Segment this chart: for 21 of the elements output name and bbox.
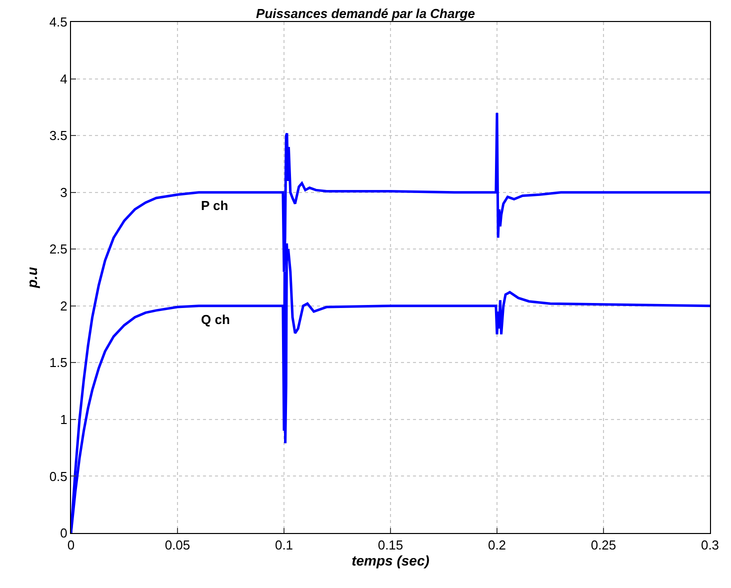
x-axis-title: temps (sec) (352, 552, 430, 569)
x-tick-label: 0.25 (590, 538, 616, 553)
x-tick-label: 0.1 (274, 538, 294, 553)
series-label: P ch (201, 198, 228, 213)
series-label: Q ch (201, 312, 230, 327)
x-tick-label: 0.3 (700, 538, 720, 553)
y-tick-label: 2.5 (49, 242, 68, 257)
y-tick-label: 1 (60, 412, 68, 427)
y-tick-label: 3.5 (49, 128, 68, 144)
chart-title: Puissances demandé par la Charge (256, 6, 475, 21)
x-tick-label: 0.15 (378, 538, 404, 553)
y-tick-label: 3 (60, 184, 68, 200)
y-axis-title: p.u (24, 266, 40, 289)
y-tick-label: 2 (60, 298, 68, 314)
y-tick-label: 1.5 (49, 355, 68, 370)
x-tick-label: 0.05 (164, 538, 190, 553)
y-tick-label: 0.5 (49, 468, 68, 484)
y-tick-label: 4 (60, 71, 68, 86)
y-tick-label: 4.5 (49, 14, 68, 30)
x-tick-label: 0.2 (488, 538, 506, 553)
y-tick-label: 0 (60, 526, 68, 541)
